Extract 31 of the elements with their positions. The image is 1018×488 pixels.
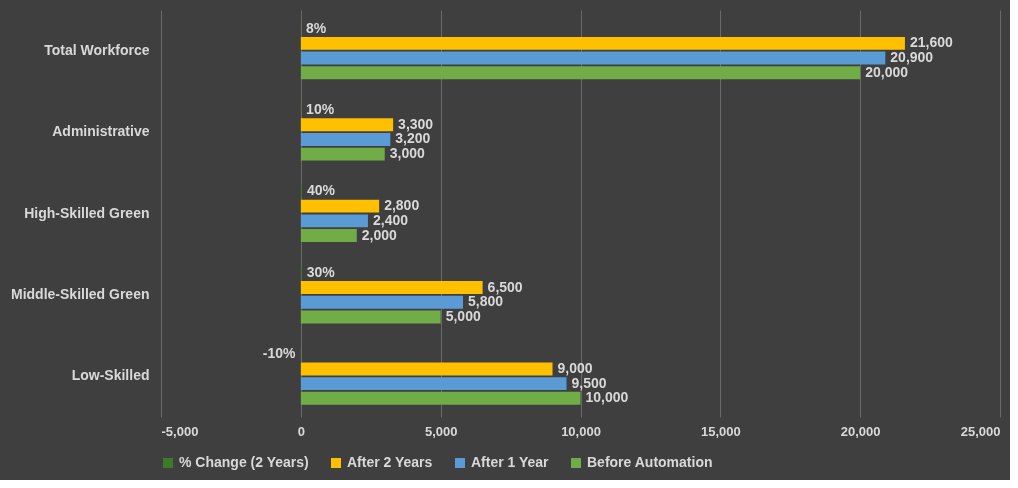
- y-tick-label: Middle-Skilled Green: [11, 285, 150, 302]
- x-tick-label: -5,000: [161, 423, 199, 439]
- x-tick-label: 25,000: [960, 423, 1001, 439]
- y-tick-label: Total Workforce: [44, 41, 150, 58]
- data-label: 9,500: [571, 374, 607, 391]
- data-label: 3,300: [398, 115, 434, 132]
- data-label: 3,000: [389, 145, 425, 162]
- data-label: -10%: [262, 345, 297, 362]
- y-tick-label: Administrative: [52, 123, 150, 140]
- data-label: 9,000: [557, 359, 593, 376]
- x-tick-label: 10,000: [561, 423, 601, 439]
- y-tick-label: Low-Skilled: [71, 367, 150, 384]
- legend-label: Before Automation: [587, 454, 713, 470]
- data-label: 5,800: [468, 293, 504, 310]
- data-label: 40%: [306, 182, 336, 199]
- x-tick-label: 15,000: [700, 423, 741, 439]
- data-label: 6,500: [487, 278, 523, 295]
- legend-label: % Change (2 Years): [179, 454, 309, 470]
- y-tick-label: High-Skilled Green: [24, 204, 150, 221]
- x-tick-label: 5,000: [424, 423, 458, 439]
- data-label: 10,000: [585, 389, 629, 406]
- data-label: 8%: [306, 19, 327, 36]
- legend-label: After 1 Year: [471, 454, 550, 470]
- data-label: 10%: [306, 101, 335, 118]
- data-label: 21,600: [909, 34, 953, 51]
- legend-label: After 2 Years: [347, 454, 433, 470]
- x-tick-label: 0: [297, 423, 305, 439]
- data-label: 30%: [306, 263, 336, 280]
- data-label: 2,800: [384, 197, 420, 214]
- data-label: 20,900: [890, 49, 934, 66]
- x-tick-label: 20,000: [840, 423, 881, 439]
